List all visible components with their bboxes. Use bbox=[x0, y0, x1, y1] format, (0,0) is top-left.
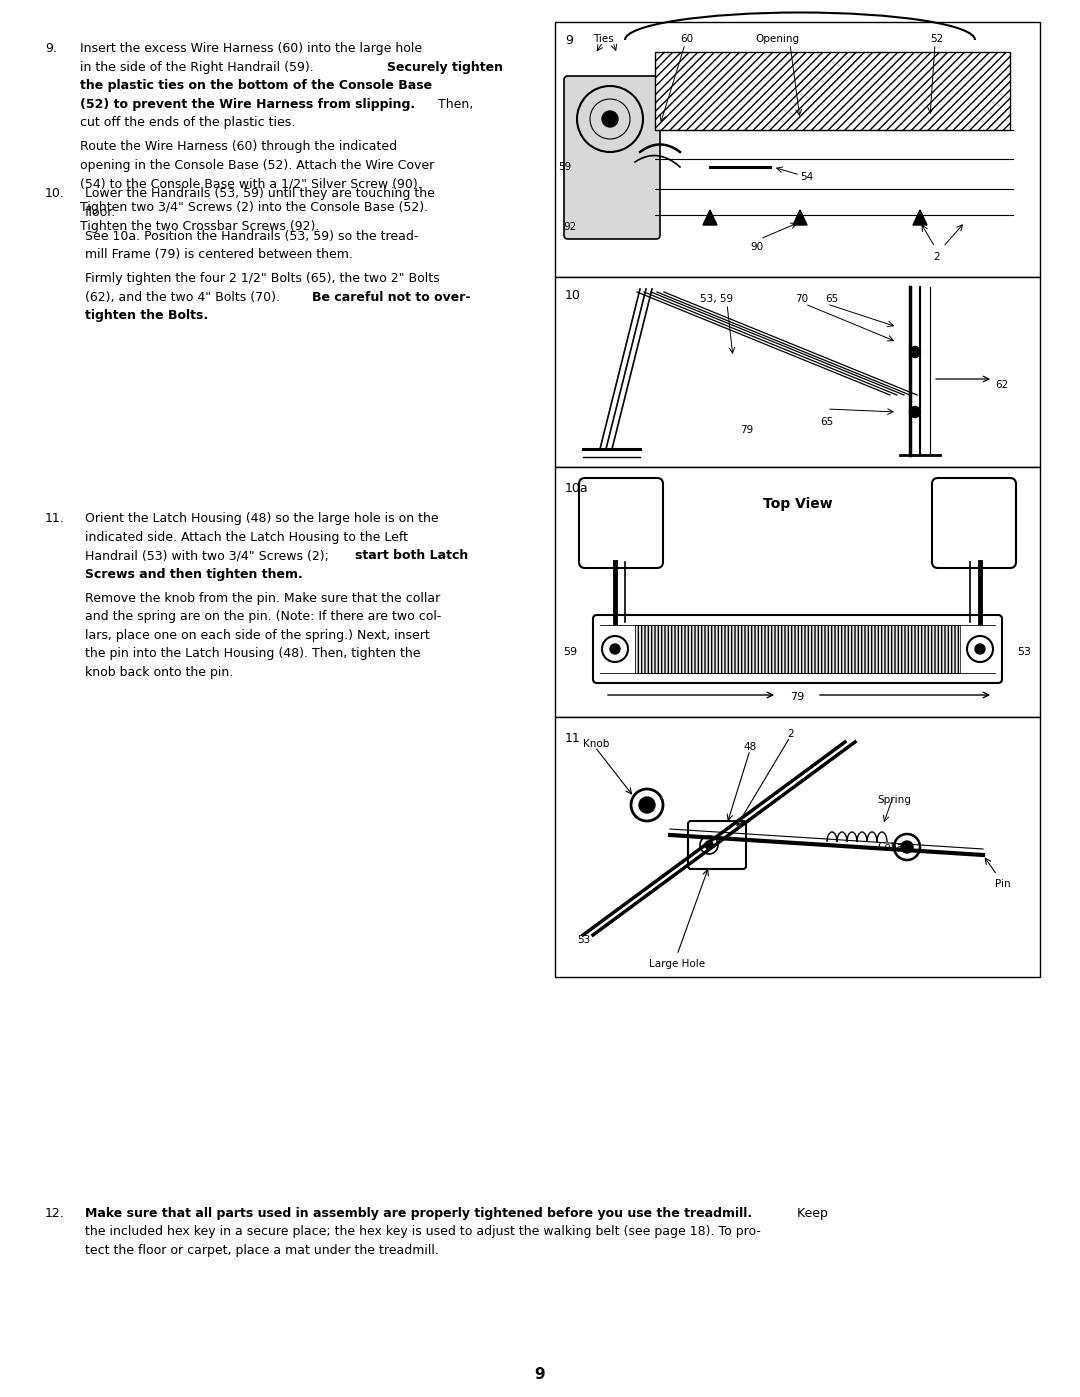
Text: floor.: floor. bbox=[85, 205, 117, 218]
Text: Tighten two 3/4" Screws (2) into the Console Base (52).: Tighten two 3/4" Screws (2) into the Con… bbox=[80, 201, 428, 214]
Circle shape bbox=[975, 644, 985, 654]
Polygon shape bbox=[703, 210, 717, 225]
Text: lars, place one on each side of the spring.) Next, insert: lars, place one on each side of the spri… bbox=[85, 629, 430, 641]
Text: 70: 70 bbox=[795, 293, 808, 305]
Text: the plastic ties on the bottom of the Console Base: the plastic ties on the bottom of the Co… bbox=[80, 80, 432, 92]
Text: 10a: 10a bbox=[565, 482, 589, 495]
Text: See 10a. Position the Handrails (53, 59) so the tread-: See 10a. Position the Handrails (53, 59)… bbox=[85, 229, 418, 243]
Text: (62), and the two 4" Bolts (70).: (62), and the two 4" Bolts (70). bbox=[85, 291, 284, 303]
Text: Top View: Top View bbox=[762, 497, 833, 511]
Text: 90: 90 bbox=[750, 242, 764, 251]
Text: 65: 65 bbox=[825, 293, 838, 305]
Text: tect the floor or carpet, place a mat under the treadmill.: tect the floor or carpet, place a mat un… bbox=[85, 1243, 438, 1257]
Text: 11: 11 bbox=[565, 732, 581, 745]
Text: 79: 79 bbox=[789, 692, 805, 703]
Text: in the side of the Right Handrail (59).: in the side of the Right Handrail (59). bbox=[80, 60, 318, 74]
Text: Large Hole: Large Hole bbox=[649, 958, 705, 970]
Text: 79: 79 bbox=[740, 425, 753, 434]
Text: 12.: 12. bbox=[45, 1207, 65, 1220]
Text: start both Latch: start both Latch bbox=[355, 549, 469, 562]
Bar bbox=[555, 22, 1040, 277]
Polygon shape bbox=[793, 210, 807, 225]
Text: (52) to prevent the Wire Harness from slipping.: (52) to prevent the Wire Harness from sl… bbox=[80, 98, 415, 110]
Text: Insert the excess Wire Harness (60) into the large hole: Insert the excess Wire Harness (60) into… bbox=[80, 42, 422, 54]
Text: 2: 2 bbox=[933, 251, 940, 263]
Text: Remove the knob from the pin. Make sure that the collar: Remove the knob from the pin. Make sure … bbox=[85, 591, 441, 605]
Circle shape bbox=[909, 407, 920, 418]
Text: 52: 52 bbox=[930, 34, 943, 43]
Text: Firmly tighten the four 2 1/2" Bolts (65), the two 2" Bolts: Firmly tighten the four 2 1/2" Bolts (65… bbox=[85, 272, 440, 285]
FancyBboxPatch shape bbox=[688, 821, 746, 869]
Text: the included hex key in a secure place; the hex key is used to adjust the walkin: the included hex key in a secure place; … bbox=[85, 1225, 761, 1239]
Text: 53: 53 bbox=[1017, 647, 1031, 657]
Bar bbox=[555, 717, 1040, 977]
Text: mill Frame (79) is centered between them.: mill Frame (79) is centered between them… bbox=[85, 249, 353, 261]
Text: 10.: 10. bbox=[45, 187, 65, 200]
Text: Ties: Ties bbox=[593, 34, 613, 43]
Text: Opening: Opening bbox=[755, 34, 799, 43]
Text: 92: 92 bbox=[563, 222, 577, 232]
Text: 10: 10 bbox=[565, 289, 581, 302]
Text: knob back onto the pin.: knob back onto the pin. bbox=[85, 665, 233, 679]
Text: 60: 60 bbox=[680, 34, 693, 43]
Text: Then,: Then, bbox=[434, 98, 473, 110]
Text: Handrail (53) with two 3/4" Screws (2);: Handrail (53) with two 3/4" Screws (2); bbox=[85, 549, 333, 562]
Text: 54: 54 bbox=[800, 172, 813, 182]
Text: 9.: 9. bbox=[45, 42, 57, 54]
Text: Pin: Pin bbox=[995, 879, 1011, 888]
Text: and the spring are on the pin. (Note: If there are two col-: and the spring are on the pin. (Note: If… bbox=[85, 610, 442, 623]
Circle shape bbox=[639, 798, 654, 813]
Text: 9: 9 bbox=[565, 34, 572, 47]
Bar bbox=[635, 624, 960, 673]
Circle shape bbox=[610, 644, 620, 654]
Text: 53: 53 bbox=[577, 935, 591, 944]
Circle shape bbox=[602, 110, 618, 127]
Text: 59: 59 bbox=[563, 647, 577, 657]
Bar bbox=[555, 277, 1040, 467]
Circle shape bbox=[909, 346, 920, 358]
Text: 11.: 11. bbox=[45, 511, 65, 525]
Text: the pin into the Latch Housing (48). Then, tighten the: the pin into the Latch Housing (48). The… bbox=[85, 647, 420, 659]
Text: 2: 2 bbox=[787, 729, 794, 739]
Text: indicated side. Attach the Latch Housing to the Left: indicated side. Attach the Latch Housing… bbox=[85, 531, 408, 543]
Text: Screws and then tighten them.: Screws and then tighten them. bbox=[85, 567, 302, 581]
Text: Knob: Knob bbox=[583, 739, 609, 749]
Polygon shape bbox=[913, 210, 927, 225]
Text: (54) to the Console Base with a 1/2" Silver Screw (90).: (54) to the Console Base with a 1/2" Sil… bbox=[80, 177, 422, 190]
Text: Spring: Spring bbox=[877, 795, 910, 805]
Bar bbox=[555, 467, 1040, 717]
Text: 65: 65 bbox=[820, 416, 834, 427]
Text: Make sure that all parts used in assembly are properly tightened before you use : Make sure that all parts used in assembl… bbox=[85, 1207, 752, 1220]
FancyBboxPatch shape bbox=[564, 75, 660, 239]
Text: 59: 59 bbox=[558, 162, 571, 172]
Bar bbox=[654, 52, 1010, 130]
Text: Keep: Keep bbox=[793, 1207, 828, 1220]
Text: Collar: Collar bbox=[877, 842, 907, 852]
Text: Lower the Handrails (53, 59) until they are touching the: Lower the Handrails (53, 59) until they … bbox=[85, 187, 435, 200]
FancyBboxPatch shape bbox=[932, 478, 1016, 569]
Text: 48: 48 bbox=[743, 742, 756, 752]
Text: cut off the ends of the plastic ties.: cut off the ends of the plastic ties. bbox=[80, 116, 295, 129]
FancyBboxPatch shape bbox=[593, 615, 1002, 683]
Text: Orient the Latch Housing (48) so the large hole is on the: Orient the Latch Housing (48) so the lar… bbox=[85, 511, 438, 525]
Text: Be careful not to over-: Be careful not to over- bbox=[312, 291, 471, 303]
Text: 9: 9 bbox=[535, 1368, 545, 1382]
FancyBboxPatch shape bbox=[579, 478, 663, 569]
Text: opening in the Console Base (52). Attach the Wire Cover: opening in the Console Base (52). Attach… bbox=[80, 158, 434, 172]
Text: 53, 59: 53, 59 bbox=[700, 293, 733, 305]
Text: tighten the Bolts.: tighten the Bolts. bbox=[85, 309, 208, 323]
Circle shape bbox=[705, 841, 713, 849]
Text: Tighten the two Crossbar Screws (92).: Tighten the two Crossbar Screws (92). bbox=[80, 219, 320, 232]
Text: Route the Wire Harness (60) through the indicated: Route the Wire Harness (60) through the … bbox=[80, 140, 397, 154]
Text: Securely tighten: Securely tighten bbox=[387, 60, 503, 74]
Circle shape bbox=[901, 841, 913, 854]
Text: 62: 62 bbox=[995, 380, 1009, 390]
